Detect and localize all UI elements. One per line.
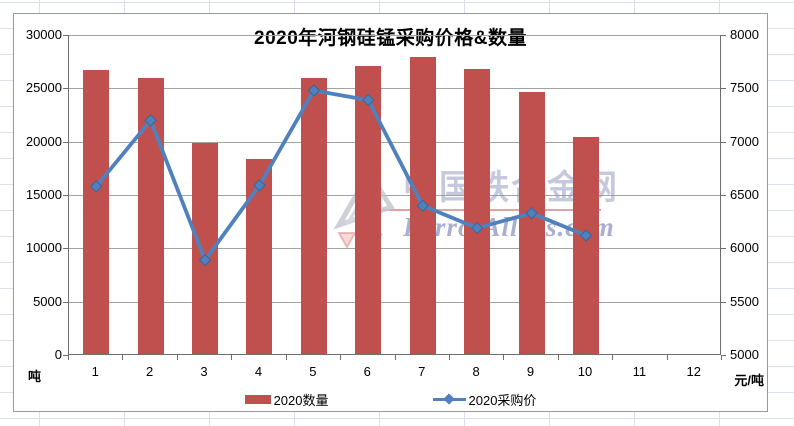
- x-axis-tick: [285, 355, 287, 360]
- x-axis-tick-label: 6: [363, 364, 371, 379]
- x-axis-tick: [503, 355, 505, 360]
- price-line-marker[interactable]: [253, 179, 266, 192]
- left-axis-tick-label: 15000: [25, 187, 62, 202]
- price-line-marker[interactable]: [525, 206, 538, 220]
- right-axis-tick: [721, 248, 726, 250]
- x-axis-tick-label: 11: [632, 364, 647, 379]
- right-axis-tick: [721, 141, 726, 143]
- left-axis-unit: 吨: [28, 369, 42, 384]
- price-line-marker[interactable]: [90, 180, 103, 193]
- bar[interactable]: [83, 70, 110, 354]
- x-axis-tick-label: 7: [418, 364, 426, 379]
- x-axis-tick-label: 4: [254, 364, 263, 379]
- major-gridline: [69, 35, 720, 36]
- left-axis-tick: [63, 88, 68, 90]
- right-axis-tick: [721, 88, 726, 90]
- x-axis-tick: [394, 355, 396, 360]
- right-axis-tick: [721, 301, 726, 303]
- x-axis-tick-label: 3: [200, 364, 208, 379]
- x-axis-tick: [612, 355, 614, 360]
- legend-item-price[interactable]: 2020采购价: [432, 390, 537, 409]
- right-axis-tick-label: 7500: [730, 80, 759, 96]
- legend-bar-swatch: [244, 394, 271, 404]
- right-axis-tick-label: 5500: [730, 293, 759, 309]
- bar[interactable]: [464, 69, 491, 354]
- line-series-layer[interactable]: [69, 35, 722, 355]
- x-axis-tick: [176, 355, 178, 360]
- x-axis-tick: [448, 355, 450, 360]
- x-axis-tick-label: 8: [472, 364, 480, 379]
- right-axis-tick-label: 7000: [730, 133, 759, 149]
- x-axis-tick-label: 12: [686, 364, 702, 379]
- legend-line-swatch: [432, 392, 466, 405]
- left-axis-tick-label: 25000: [25, 80, 62, 96]
- left-axis-tick: [63, 141, 68, 143]
- price-line[interactable]: [94, 88, 587, 262]
- left-axis-tick: [63, 355, 68, 356]
- right-axis-tick: [721, 195, 726, 196]
- x-axis-tick-label: 2: [145, 364, 154, 379]
- right-axis-tick: [721, 35, 726, 36]
- left-axis-tick: [63, 195, 68, 196]
- x-axis-tick: [557, 355, 559, 360]
- x-axis-tick: [68, 355, 69, 360]
- price-line-marker[interactable]: [470, 221, 484, 235]
- x-axis-tick: [122, 355, 124, 360]
- legend-price-label: 2020采购价: [468, 392, 537, 408]
- legend-quantity-label: 2020数量: [273, 392, 329, 408]
- legend-item-quantity[interactable]: 2020数量: [244, 390, 329, 409]
- left-axis-tick-label: 20000: [25, 133, 62, 149]
- x-axis-tick: [721, 355, 722, 360]
- major-gridline: [69, 141, 720, 143]
- x-axis-tick: [340, 355, 342, 360]
- left-axis-tick-label: 0: [54, 347, 62, 362]
- right-axis-unit: 元/吨: [734, 373, 764, 388]
- price-line-marker[interactable]: [416, 199, 429, 212]
- price-line-marker[interactable]: [579, 229, 593, 242]
- x-axis-tick-label: 9: [526, 364, 535, 379]
- price-line-marker[interactable]: [144, 114, 157, 127]
- major-gridline: [69, 301, 720, 303]
- right-axis-tick: [721, 355, 726, 356]
- right-axis-tick-label: 8000: [730, 27, 759, 42]
- x-axis-tick-label: 1: [91, 364, 99, 379]
- right-axis-tick-label: 5000: [730, 347, 759, 362]
- bar[interactable]: [300, 77, 327, 354]
- left-axis-tick-label: 30000: [25, 27, 62, 42]
- right-axis-tick-label: 6500: [730, 187, 759, 202]
- bar[interactable]: [572, 137, 599, 354]
- major-gridline: [69, 248, 720, 250]
- price-line-marker[interactable]: [198, 253, 212, 267]
- price-line-marker[interactable]: [307, 84, 321, 97]
- left-axis-tick: [63, 35, 68, 36]
- left-axis-tick: [63, 301, 68, 303]
- x-axis-tick-label: 5: [309, 364, 317, 379]
- x-axis-tick-label: 10: [577, 364, 593, 379]
- left-axis-tick: [63, 248, 68, 250]
- left-axis-tick-label: 5000: [33, 293, 62, 309]
- legend: 2020数量 2020采购价: [14, 390, 767, 409]
- chart-title: 2020年河钢硅锰采购价格&数量: [254, 28, 527, 49]
- chart-panel[interactable]: 2020年河钢硅锰采购价格&数量 中国铁合金网 Ferro-Alloys.com…: [13, 13, 768, 412]
- x-axis-tick: [666, 355, 668, 360]
- x-axis-tick: [231, 355, 233, 360]
- price-line-marker[interactable]: [362, 93, 375, 107]
- left-axis-tick-label: 10000: [25, 240, 62, 256]
- bar[interactable]: [518, 91, 545, 354]
- major-gridline: [69, 88, 720, 90]
- plot-area: 中国铁合金网 Ferro-Alloys.com: [68, 35, 721, 355]
- right-axis-tick-label: 6000: [730, 240, 759, 256]
